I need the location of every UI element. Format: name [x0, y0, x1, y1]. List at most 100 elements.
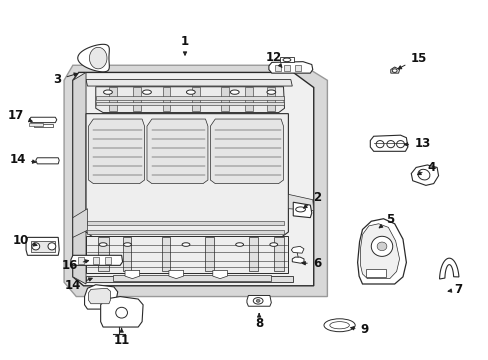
Ellipse shape	[48, 243, 56, 250]
Polygon shape	[96, 102, 283, 105]
Text: 1: 1	[181, 35, 189, 55]
Ellipse shape	[99, 243, 107, 246]
Ellipse shape	[376, 242, 386, 251]
Polygon shape	[113, 275, 271, 281]
Bar	[93, 257, 99, 264]
Polygon shape	[84, 285, 118, 309]
Ellipse shape	[256, 300, 260, 302]
Polygon shape	[101, 297, 143, 327]
Ellipse shape	[295, 207, 305, 212]
Polygon shape	[212, 270, 227, 279]
Polygon shape	[245, 87, 253, 111]
Ellipse shape	[230, 90, 239, 94]
Polygon shape	[161, 237, 170, 271]
Ellipse shape	[283, 58, 290, 62]
Polygon shape	[64, 65, 327, 297]
Polygon shape	[273, 237, 283, 271]
Ellipse shape	[182, 243, 189, 246]
Polygon shape	[293, 202, 311, 218]
Bar	[105, 257, 111, 264]
Ellipse shape	[103, 90, 112, 94]
Polygon shape	[96, 96, 283, 100]
Polygon shape	[291, 246, 304, 253]
Polygon shape	[357, 219, 406, 284]
Text: 5: 5	[378, 213, 393, 228]
Ellipse shape	[123, 243, 131, 246]
Polygon shape	[31, 241, 55, 252]
Polygon shape	[86, 80, 292, 86]
Text: 9: 9	[350, 323, 368, 336]
Polygon shape	[191, 87, 199, 111]
Ellipse shape	[396, 140, 404, 148]
Text: 14: 14	[64, 278, 92, 292]
Text: 12: 12	[265, 51, 281, 67]
Text: 16: 16	[61, 259, 88, 272]
Polygon shape	[78, 44, 109, 72]
Polygon shape	[88, 119, 144, 184]
Ellipse shape	[375, 140, 383, 148]
Polygon shape	[73, 209, 87, 237]
Polygon shape	[279, 57, 294, 62]
Ellipse shape	[235, 243, 243, 246]
Ellipse shape	[32, 243, 40, 250]
Text: 14: 14	[10, 153, 36, 166]
Ellipse shape	[266, 90, 275, 94]
Bar	[274, 64, 280, 71]
Polygon shape	[249, 237, 258, 271]
Polygon shape	[292, 257, 304, 263]
Polygon shape	[109, 87, 117, 111]
Polygon shape	[360, 224, 399, 279]
Polygon shape	[71, 255, 122, 265]
Polygon shape	[122, 237, 131, 271]
Text: 6: 6	[302, 257, 320, 270]
Polygon shape	[87, 230, 283, 234]
Polygon shape	[268, 62, 312, 73]
Polygon shape	[133, 87, 141, 111]
Polygon shape	[86, 114, 288, 239]
Ellipse shape	[269, 243, 277, 246]
Polygon shape	[73, 72, 86, 284]
Polygon shape	[221, 87, 228, 111]
Polygon shape	[96, 87, 284, 113]
Polygon shape	[88, 288, 110, 304]
Bar	[295, 64, 301, 71]
Polygon shape	[369, 135, 407, 151]
Polygon shape	[288, 194, 313, 211]
Text: 11: 11	[113, 328, 129, 347]
Polygon shape	[439, 258, 458, 279]
Polygon shape	[73, 72, 313, 286]
Text: 4: 4	[417, 161, 435, 175]
Polygon shape	[267, 87, 275, 111]
Polygon shape	[87, 221, 283, 225]
Polygon shape	[410, 165, 438, 185]
Polygon shape	[86, 276, 293, 282]
Polygon shape	[89, 47, 107, 69]
Ellipse shape	[386, 140, 394, 148]
Polygon shape	[98, 237, 109, 271]
Ellipse shape	[417, 169, 429, 180]
Ellipse shape	[324, 319, 354, 332]
Bar	[365, 269, 386, 277]
Polygon shape	[205, 237, 214, 271]
Polygon shape	[125, 270, 140, 279]
Polygon shape	[36, 158, 59, 164]
Ellipse shape	[142, 90, 151, 94]
Bar	[284, 64, 290, 71]
Polygon shape	[210, 119, 283, 184]
Text: 13: 13	[404, 137, 429, 150]
Bar	[29, 123, 42, 126]
Text: 8: 8	[254, 314, 263, 330]
Text: 15: 15	[397, 51, 426, 69]
Polygon shape	[162, 87, 170, 111]
Ellipse shape	[116, 307, 127, 318]
Text: 17: 17	[8, 109, 32, 122]
Ellipse shape	[391, 69, 396, 72]
Polygon shape	[390, 67, 399, 73]
Polygon shape	[29, 117, 57, 123]
Polygon shape	[34, 125, 53, 127]
Polygon shape	[147, 119, 207, 184]
Ellipse shape	[253, 298, 263, 304]
Ellipse shape	[186, 90, 195, 94]
Ellipse shape	[329, 321, 348, 329]
Polygon shape	[86, 235, 288, 273]
